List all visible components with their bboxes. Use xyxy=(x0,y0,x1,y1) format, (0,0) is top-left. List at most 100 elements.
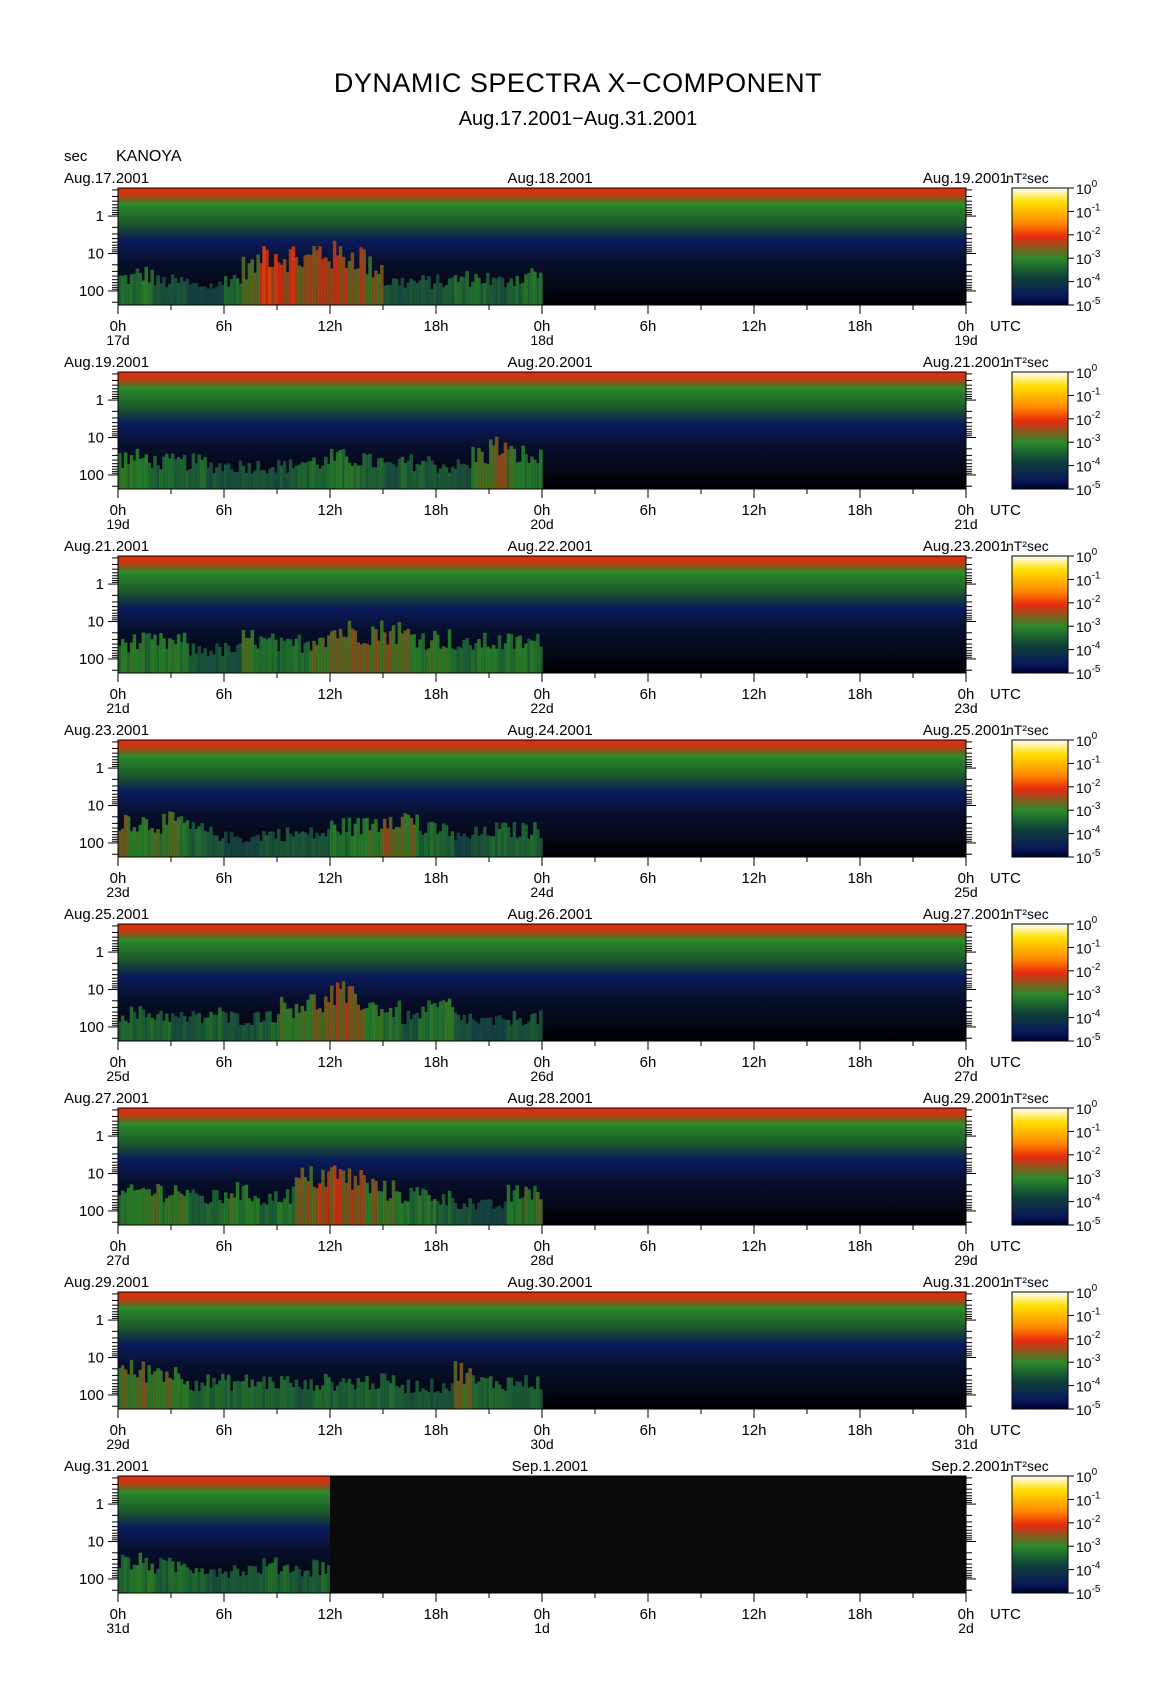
spectrum-column xyxy=(118,1368,122,1409)
colorbar-tick-label: 10-3 xyxy=(1076,1353,1101,1371)
x-tick-label: 0h xyxy=(534,502,551,519)
spectrum-column xyxy=(424,280,428,305)
spectrum-column xyxy=(171,274,175,305)
spectrum-column xyxy=(288,1008,293,1041)
spectrum-column xyxy=(129,455,134,489)
spectrum-column xyxy=(438,468,443,489)
spectrum-column xyxy=(244,472,249,489)
spectrum-column xyxy=(206,1017,210,1041)
spectrum-column xyxy=(253,470,257,489)
spectrum-column xyxy=(362,1382,366,1409)
x-tick-label: 0h xyxy=(110,318,127,335)
spectrum-column xyxy=(221,1011,225,1041)
spectrum-column xyxy=(383,1373,387,1409)
spectrum-column xyxy=(362,1175,366,1225)
spectrum-column xyxy=(206,467,210,489)
colorbar-tick-label: 10-5 xyxy=(1076,664,1101,682)
panel-date-left: Aug.29.2001 xyxy=(64,1274,149,1291)
spectrum-column xyxy=(241,466,246,489)
spectrum-column xyxy=(282,1379,287,1409)
y-tick-label: 1 xyxy=(96,760,104,777)
spectrum-column xyxy=(433,823,437,857)
day-label: 26d xyxy=(530,1068,553,1084)
spectrum-column xyxy=(312,838,316,857)
spectrum-column xyxy=(179,1193,184,1225)
spectrum-column xyxy=(509,1201,514,1225)
spectrum-column xyxy=(441,1000,446,1041)
spectrum-column xyxy=(165,824,169,857)
spectrum-column xyxy=(168,1021,172,1041)
spectrum-column xyxy=(300,831,305,857)
spectrum-column xyxy=(150,1195,154,1225)
panel-date-right: Aug.31.2001 xyxy=(923,1274,1008,1291)
spectrum-column xyxy=(138,1006,143,1041)
x-tick-label: 0h xyxy=(110,686,127,703)
spectrum-column xyxy=(321,833,325,857)
spectrum-column xyxy=(430,1378,434,1409)
spectrum-column xyxy=(165,648,169,673)
x-tick-label: 18h xyxy=(847,870,872,887)
spectrum-column xyxy=(309,827,313,857)
spectrum-column xyxy=(118,1195,122,1225)
spectrum-column xyxy=(530,456,534,489)
spectrum-column xyxy=(521,1386,525,1409)
spectrum-column xyxy=(441,464,446,489)
spectrum-column xyxy=(539,1389,543,1409)
x-tick-label: 12h xyxy=(741,502,766,519)
x-tick-label: 0h xyxy=(110,1054,127,1071)
spectrum-column xyxy=(365,1008,369,1041)
spectrum-column xyxy=(509,1024,514,1041)
spectrum-column xyxy=(483,632,487,673)
spectrum-column xyxy=(238,283,243,305)
spectrum-column xyxy=(515,1020,519,1041)
spectrum-column xyxy=(388,631,393,673)
spectrum-column xyxy=(197,1571,201,1593)
spectrum-column xyxy=(341,1170,346,1225)
spectrum-column xyxy=(120,1190,125,1225)
spectrum-column xyxy=(524,454,528,489)
spectrum-column xyxy=(182,454,187,489)
spectrum-column xyxy=(365,455,369,489)
spectrum-column xyxy=(141,817,146,857)
spectrum-column xyxy=(156,275,160,305)
spectrum-column xyxy=(418,1391,422,1409)
spectrum-column xyxy=(303,1177,307,1225)
spectrum-column xyxy=(412,634,416,673)
spectrum-column xyxy=(277,1574,281,1593)
spectrum-column xyxy=(194,282,199,305)
spectrum-column xyxy=(356,1185,360,1225)
spectrum-column xyxy=(394,278,399,305)
spectrum-column xyxy=(162,638,166,673)
spectrum-column xyxy=(530,1199,534,1225)
colorbar-tick-label: 100 xyxy=(1076,363,1098,381)
spectrum-column xyxy=(506,633,511,673)
colorbar-tick-label: 10-2 xyxy=(1076,962,1101,980)
spectrum-column xyxy=(491,644,496,673)
spectrum-column xyxy=(356,465,360,489)
spectrum-column xyxy=(536,278,540,305)
spectrum-column xyxy=(462,1014,466,1041)
spectrum-column xyxy=(477,447,481,489)
spectrum-column xyxy=(533,822,537,857)
spectrum-column xyxy=(533,459,537,489)
spectrum-column xyxy=(241,1025,246,1041)
spectrum-column xyxy=(430,460,434,489)
spectrum-column xyxy=(179,1011,184,1041)
spectrum-column xyxy=(344,267,349,305)
spectrum-column xyxy=(306,641,310,673)
colorbar-tick-label: 10-5 xyxy=(1076,1400,1101,1418)
spectrum-column xyxy=(318,1183,322,1225)
spectrum-column xyxy=(318,1389,322,1409)
spectrum-column xyxy=(494,278,499,305)
spectrum-column xyxy=(397,621,402,673)
spectrum-column xyxy=(126,463,131,489)
spectrum-column xyxy=(147,282,151,305)
spectrum-column xyxy=(362,818,366,857)
spectrum-column xyxy=(494,648,499,673)
spectrum-column xyxy=(194,828,199,857)
spectrum-column xyxy=(383,1012,387,1041)
spectrum-column xyxy=(506,449,511,489)
